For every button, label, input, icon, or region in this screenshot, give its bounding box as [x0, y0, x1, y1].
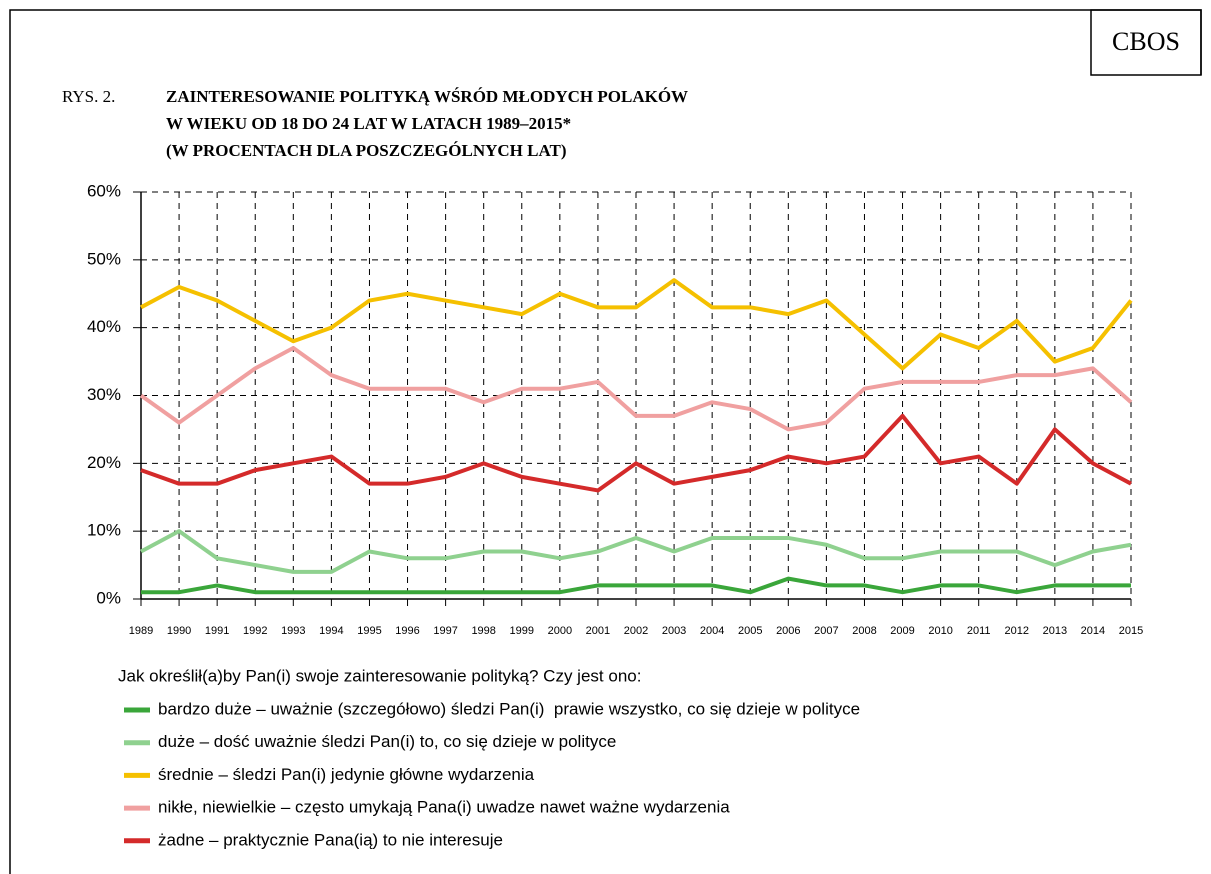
x-tick-label: 2010 — [928, 625, 952, 637]
x-tick-label: 1993 — [281, 625, 305, 637]
legend-label: duże – dość uważnie śledzi Pan(i) to, co… — [158, 732, 616, 751]
source-box — [1090, 9, 1202, 76]
line-series — [140, 413, 1132, 493]
x-tick-label: 1989 — [129, 625, 153, 637]
x-tick-label: 2003 — [662, 625, 686, 637]
legend-label: bardzo duże – uważnie (szczegółowo) śled… — [158, 699, 860, 718]
x-tick-label: 1997 — [433, 625, 457, 637]
x-tick-label: 2008 — [852, 625, 876, 637]
y-tick-label: 10% — [87, 521, 121, 540]
chart-title: ZAINTERESOWANIE POLITYKĄ WŚRÓD MŁODYCH P… — [166, 87, 688, 106]
x-tick-label: 2002 — [624, 625, 648, 637]
x-tick-label: 2000 — [548, 625, 572, 637]
y-tick-label: 40% — [87, 317, 121, 336]
x-tick-label: 1994 — [319, 625, 343, 637]
x-tick-label: 2012 — [1005, 625, 1029, 637]
line-series — [140, 278, 1133, 371]
y-tick-label: 0% — [96, 588, 121, 607]
y-tick-label: 60% — [87, 181, 121, 200]
x-tick-label: 2005 — [738, 625, 762, 637]
line-series — [140, 529, 1132, 574]
legend-title: Jak określił(a)by Pan(i) swoje zainteres… — [118, 666, 641, 685]
x-tick-label: 2009 — [890, 625, 914, 637]
x-tick-label: 1991 — [205, 625, 229, 637]
x-tick-label: 1998 — [471, 625, 495, 637]
legend-label: żadne – praktycznie Pana(ią) to nie inte… — [158, 830, 503, 849]
x-tick-label: 1990 — [167, 625, 191, 637]
x-tick-label: 1996 — [395, 625, 419, 637]
x-tick-label: 2006 — [776, 625, 800, 637]
chart-title: (W PROCENTACH DLA POSZCZEGÓLNYCH LAT) — [166, 141, 567, 160]
x-tick-label: 2014 — [1081, 625, 1105, 637]
figure-label: RYS. 2. — [62, 87, 115, 106]
line-series — [139, 346, 1133, 432]
chart-title: W WIEKU OD 18 DO 24 LAT W LATACH 1989–20… — [166, 114, 571, 133]
y-tick-label: 20% — [87, 453, 121, 472]
x-tick-label: 2011 — [967, 625, 991, 637]
line-series — [141, 576, 1131, 595]
legend-label: średnie – śledzi Pan(i) jedynie główne w… — [158, 765, 535, 784]
x-tick-label: 2004 — [700, 625, 724, 637]
legend-label: nikłe, niewielkie – często umykają Pana(… — [158, 798, 730, 817]
y-tick-label: 50% — [87, 249, 121, 268]
source: CBOS — [1112, 27, 1180, 56]
x-tick-label: 2013 — [1043, 625, 1067, 637]
x-tick-label: 2007 — [814, 625, 838, 637]
x-tick-label: 2001 — [586, 625, 610, 637]
x-tick-label: 1995 — [357, 625, 381, 637]
y-tick-label: 30% — [87, 385, 121, 404]
x-tick-label: 1992 — [243, 625, 267, 637]
x-tick-label: 2015 — [1119, 625, 1143, 637]
x-tick-label: 1999 — [510, 625, 534, 637]
